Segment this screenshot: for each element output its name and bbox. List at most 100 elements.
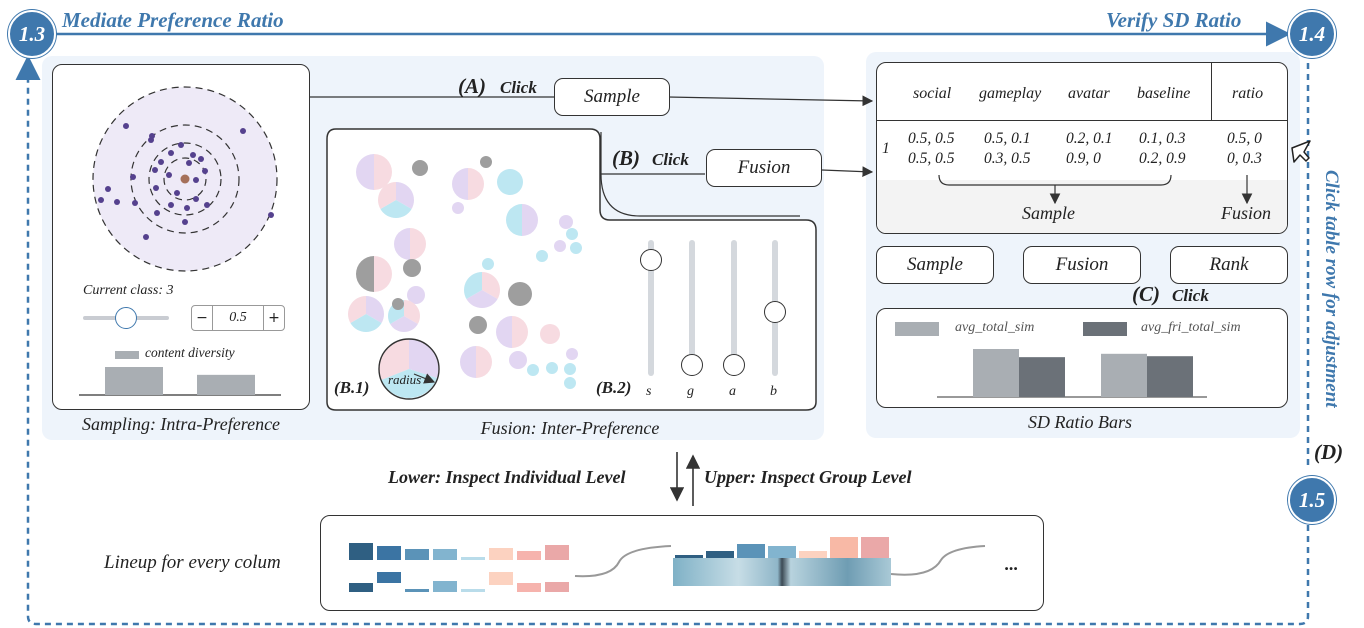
cell-ratio-2: 0, 0.3 xyxy=(1227,150,1262,167)
stepper-minus-button[interactable]: − xyxy=(192,306,213,330)
pie-glyph[interactable] xyxy=(412,160,428,176)
slider-handle-g[interactable] xyxy=(681,354,703,376)
lineup-bar xyxy=(349,583,373,592)
ratio-table: social gameplay avatar baseline ratio 1 … xyxy=(876,62,1288,234)
pie-glyph[interactable] xyxy=(378,182,414,218)
scatter-point xyxy=(184,205,190,211)
lineup-bar xyxy=(405,589,429,592)
slider-track-g[interactable] xyxy=(689,240,695,376)
pie-glyph[interactable] xyxy=(540,324,560,344)
lineup-label: Lineup for every colum xyxy=(104,552,281,573)
pie-glyph[interactable] xyxy=(559,215,573,229)
sample-button-a[interactable]: Sample xyxy=(554,78,670,116)
scatter-point xyxy=(158,159,164,165)
scatter-point xyxy=(193,177,199,183)
pie-glyph[interactable] xyxy=(496,316,528,348)
title-verify-ratio: Verify SD Ratio xyxy=(1106,8,1242,32)
radius-pie-icon xyxy=(378,338,440,400)
pie-glyph[interactable] xyxy=(564,363,576,375)
inspect-lower-label: Lower: Inspect Individual Level xyxy=(388,467,626,487)
pie-glyph[interactable] xyxy=(570,242,582,254)
lineup-bar xyxy=(405,549,429,560)
stepper-value[interactable]: 0.5 xyxy=(229,310,247,325)
pie-glyph[interactable] xyxy=(497,169,523,195)
col-header-ratio[interactable]: ratio xyxy=(1232,85,1264,102)
pie-glyph[interactable] xyxy=(482,258,494,270)
table-brackets xyxy=(938,174,1253,205)
slider-track-a[interactable] xyxy=(731,240,737,376)
pie-glyph[interactable] xyxy=(460,346,492,378)
lineup-connector xyxy=(890,545,986,576)
cell-avatar-2: 0.9, 0 xyxy=(1066,150,1101,167)
col-header-gameplay[interactable]: gameplay xyxy=(979,85,1042,102)
pie-glyph[interactable] xyxy=(392,298,404,310)
legend-swatch-avg-total xyxy=(895,322,939,336)
table-header-divider xyxy=(877,120,1287,121)
scatter-point xyxy=(202,168,208,174)
sd-bar xyxy=(1101,353,1147,397)
stepper-plus-button[interactable]: + xyxy=(263,306,284,330)
table-sample-note: Sample xyxy=(1022,203,1075,223)
pie-glyph[interactable] xyxy=(546,362,558,374)
sd-bar xyxy=(1019,357,1065,397)
table-col-divider xyxy=(1211,63,1212,121)
legend-avg-total: avg_total_sim xyxy=(955,320,1035,335)
col-header-avatar[interactable]: avatar xyxy=(1068,85,1110,102)
table-row[interactable]: 1 0.5, 0.5 0.5, 0.5 0.5, 0.1 0.3, 0.5 0.… xyxy=(877,125,1287,173)
pie-glyph[interactable] xyxy=(566,228,578,240)
slider-handle-s[interactable] xyxy=(640,249,662,271)
pie-glyph[interactable] xyxy=(527,364,539,376)
sampling-scatter[interactable] xyxy=(53,65,309,409)
scatter-point xyxy=(148,137,154,143)
lineup-bar xyxy=(768,546,796,558)
scatter-point xyxy=(190,152,196,158)
step-badge-1-3: 1.3 xyxy=(8,10,56,58)
col-header-baseline[interactable]: baseline xyxy=(1137,85,1191,102)
pie-glyph[interactable] xyxy=(464,272,500,308)
pie-glyph[interactable] xyxy=(509,351,527,369)
fusion-button[interactable]: Fusion xyxy=(1023,246,1141,284)
scatter-point xyxy=(143,234,149,240)
pie-glyph[interactable] xyxy=(356,256,392,292)
lineup-image-strip xyxy=(673,558,891,586)
pie-glyph[interactable] xyxy=(566,348,578,360)
lineup-view[interactable] xyxy=(321,516,1043,610)
lineup-connector xyxy=(574,545,672,578)
current-class-label: Current class: 3 xyxy=(83,283,174,298)
scatter-point xyxy=(178,142,184,148)
pie-glyph[interactable] xyxy=(554,240,566,252)
scatter-point xyxy=(105,186,111,192)
pie-glyph[interactable] xyxy=(508,282,532,306)
pie-glyph[interactable] xyxy=(452,202,464,214)
pie-glyph[interactable] xyxy=(403,259,421,277)
pie-glyphs[interactable] xyxy=(326,128,818,412)
slider-handle-a[interactable] xyxy=(723,354,745,376)
scatter-point xyxy=(123,123,129,129)
cell-baseline-2: 0.2, 0.9 xyxy=(1139,150,1186,167)
ratio-stepper[interactable]: − 0.5 + xyxy=(191,305,285,331)
class-slider-handle[interactable] xyxy=(115,307,137,329)
lineup-bar xyxy=(377,572,401,583)
pie-glyph[interactable] xyxy=(480,156,492,168)
pie-glyph[interactable] xyxy=(506,204,538,236)
rank-button[interactable]: Rank xyxy=(1170,246,1288,284)
scatter-point xyxy=(174,190,180,196)
slider-handle-b[interactable] xyxy=(764,301,786,323)
pie-glyph[interactable] xyxy=(469,316,487,334)
sample-button[interactable]: Sample xyxy=(876,246,994,284)
pie-glyph[interactable] xyxy=(356,154,392,190)
fusion-button-b[interactable]: Fusion xyxy=(706,149,822,187)
scatter-point xyxy=(182,219,188,225)
scatter-point xyxy=(130,174,136,180)
pie-glyph[interactable] xyxy=(407,286,425,304)
pie-glyph[interactable] xyxy=(536,250,548,262)
pie-glyph[interactable] xyxy=(564,377,576,389)
pie-glyph[interactable] xyxy=(348,296,384,332)
scatter-point xyxy=(154,210,160,216)
pie-glyph[interactable] xyxy=(452,168,484,200)
slider-label-a: a xyxy=(729,384,736,399)
col-header-social[interactable]: social xyxy=(913,85,952,102)
cell-gameplay-1: 0.5, 0.1 xyxy=(984,130,1031,147)
pie-glyph[interactable] xyxy=(394,228,426,260)
slider-track-s[interactable] xyxy=(648,240,654,376)
